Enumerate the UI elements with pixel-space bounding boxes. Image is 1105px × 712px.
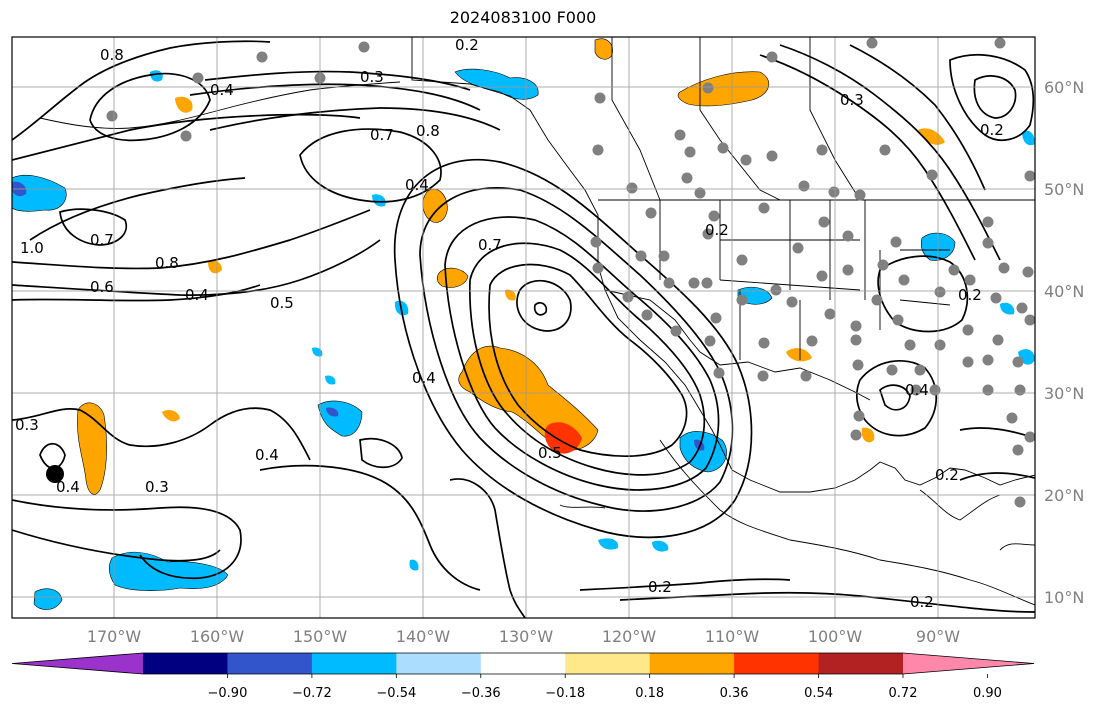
contour-label: 0.8 <box>416 122 440 140</box>
contour-label: 0.3 <box>840 91 864 109</box>
colorbar-tick-label: −0.18 <box>545 686 585 701</box>
colorbar-extension-low <box>12 653 143 674</box>
contour-label: 0.2 <box>935 466 959 484</box>
map-layers: 0.8 0.4 0.3 0.2 0.7 0.8 0.4 0.7 0.8 0.6 … <box>12 36 1035 618</box>
colorbar-tick-label: −0.54 <box>376 686 416 701</box>
contour-lines <box>12 40 1035 618</box>
colorbar-tick-label: 0.72 <box>889 686 918 701</box>
colorbar-segment <box>143 653 228 674</box>
contour-label: 0.2 <box>705 221 729 239</box>
contour-label: 0.4 <box>210 81 234 99</box>
colorbar-segment <box>396 653 482 674</box>
lon-label: 120°W <box>602 627 657 646</box>
longitude-labels: 170°W 160°W 150°W 140°W 130°W 120°W 110°… <box>87 627 960 646</box>
lat-label: 40°N <box>1044 282 1084 301</box>
lon-label: 130°W <box>499 627 554 646</box>
contour-label: 0.6 <box>90 278 114 296</box>
contour-label: 0.4 <box>412 369 436 387</box>
contour-label: 0.3 <box>145 478 169 496</box>
colorbar-tick-label: 0.90 <box>973 686 1002 701</box>
contour-label: 0.4 <box>185 286 209 304</box>
contour-label: 0.8 <box>155 254 179 272</box>
colorbar-tick-label: 0.36 <box>720 686 749 701</box>
contour-label: 0.5 <box>538 444 562 462</box>
contour-label: 1.0 <box>20 239 44 257</box>
lat-label: 20°N <box>1044 486 1084 505</box>
latitude-labels: 60°N 50°N 40°N 30°N 20°N 10°N <box>1044 78 1084 607</box>
colorbar-segment <box>480 653 566 674</box>
colorbar-tick-label: −0.36 <box>461 686 501 701</box>
colorbar-segment <box>311 653 397 674</box>
colorbar-segment <box>818 653 904 674</box>
contour-label: 0.2 <box>980 121 1004 139</box>
lon-label: 150°W <box>293 627 348 646</box>
lon-label: 90°W <box>916 627 960 646</box>
contour-label: 0.3 <box>15 416 39 434</box>
colorbar-segment <box>734 653 820 674</box>
lat-label: 60°N <box>1044 78 1084 97</box>
contour-label: 0.8 <box>100 46 124 64</box>
contour-label: 0.2 <box>958 286 982 304</box>
contour-label: 0.4 <box>255 446 279 464</box>
lat-label: 10°N <box>1044 588 1084 607</box>
contour-label: 0.4 <box>405 176 429 194</box>
contour-labels: 0.8 0.4 0.3 0.2 0.7 0.8 0.4 0.7 0.8 0.6 … <box>15 36 1004 611</box>
colorbar-tick-label: −0.72 <box>292 686 332 701</box>
colorbar-tick-label: −0.90 <box>208 686 248 701</box>
colorbar-tick-label: 0.18 <box>635 686 664 701</box>
graticule <box>12 37 1035 618</box>
colorbar-segment <box>565 653 651 674</box>
contour-label: 0.2 <box>648 578 672 596</box>
contour-label: 0.2 <box>455 36 479 54</box>
map-title: 2024083100 F000 <box>449 8 597 27</box>
contour-label: 0.7 <box>478 236 502 254</box>
colorbar-outline <box>11 652 1035 675</box>
lon-label: 160°W <box>190 627 245 646</box>
lon-label: 170°W <box>87 627 142 646</box>
colorbar: −0.90 −0.72 −0.54 −0.36 −0.18 0.18 0.36 0.54 0.7… <box>11 652 1035 701</box>
colorbar-segment <box>227 653 313 674</box>
colorbar-segment <box>649 653 735 674</box>
contour-label: 0.3 <box>360 68 384 86</box>
coastlines <box>39 37 1035 606</box>
map-frame <box>11 36 1036 619</box>
lat-label: 30°N <box>1044 384 1084 403</box>
lon-label: 100°W <box>808 627 863 646</box>
station-markers <box>46 37 1035 508</box>
lon-label: 140°W <box>396 627 451 646</box>
contour-label: 0.7 <box>90 231 114 249</box>
contour-label: 0.4 <box>905 381 929 399</box>
lat-label: 50°N <box>1044 180 1084 199</box>
colorbar-extension-high <box>903 653 1034 674</box>
contour-label: 0.4 <box>56 478 80 496</box>
lon-label: 110°W <box>705 627 760 646</box>
contour-label: 0.5 <box>270 294 294 312</box>
colorbar-tick-label: 0.54 <box>804 686 833 701</box>
contour-label: 0.7 <box>370 126 394 144</box>
contour-label: 0.2 <box>910 593 934 611</box>
